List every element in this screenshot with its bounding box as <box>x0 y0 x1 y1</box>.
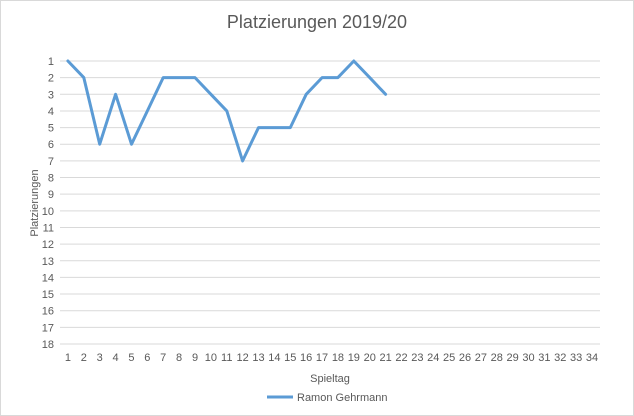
y-tick-label: 16 <box>42 306 54 318</box>
x-tick-label: 3 <box>97 352 103 364</box>
y-tick-label: 3 <box>48 89 54 101</box>
y-tick-label: 4 <box>48 106 54 118</box>
legend-label-ramon-gehrmann: Ramon Gehrmann <box>297 392 388 404</box>
chart-title: Platzierungen 2019/20 <box>227 12 407 32</box>
x-tick-label: 20 <box>364 352 376 364</box>
x-tick-label: 9 <box>192 352 198 364</box>
x-tick-label: 10 <box>205 352 217 364</box>
y-tick-label: 11 <box>43 222 54 234</box>
x-tick-label: 24 <box>427 352 439 364</box>
x-tick-label: 15 <box>284 352 296 364</box>
series-group <box>66 59 388 163</box>
y-tick-label: 10 <box>42 206 54 218</box>
x-tick-label: 16 <box>300 352 312 364</box>
y-tick-label: 14 <box>42 272 54 284</box>
y-tick-label: 1 <box>48 56 54 68</box>
y-tick-label: 8 <box>48 173 54 185</box>
x-tick-label: 21 <box>379 352 391 364</box>
y-tick-label: 17 <box>42 322 54 334</box>
x-tick-label: 4 <box>113 352 119 364</box>
x-axis-label: Spieltag <box>310 373 350 385</box>
x-tick-label: 30 <box>522 352 534 364</box>
y-tick-label: 12 <box>42 239 54 251</box>
x-tick-label: 26 <box>459 352 471 364</box>
x-tick-label: 17 <box>316 352 328 364</box>
x-tick-label: 18 <box>332 352 344 364</box>
x-tick-label: 28 <box>491 352 503 364</box>
y-tick-label: 9 <box>48 189 54 201</box>
x-tick-label: 23 <box>411 352 423 364</box>
x-tick-label: 25 <box>443 352 455 364</box>
y-tick-label: 7 <box>48 156 54 168</box>
x-tick-label: 11 <box>221 352 232 364</box>
y-tick-label: 6 <box>48 139 54 151</box>
y-tick-label: 18 <box>42 339 54 351</box>
x-tick-label: 29 <box>507 352 519 364</box>
series-line-ramon-gehrmann <box>66 59 388 163</box>
x-tick-label: 8 <box>176 352 182 364</box>
x-tick-label: 7 <box>160 352 166 364</box>
x-tick-label: 2 <box>81 352 87 364</box>
x-tick-label: 5 <box>128 352 134 364</box>
y-tick-label: 5 <box>48 123 54 135</box>
gridlines <box>60 60 600 345</box>
x-tick-label: 12 <box>237 352 249 364</box>
x-tick-label: 27 <box>475 352 487 364</box>
x-tick-label: 33 <box>570 352 582 364</box>
x-tick-label: 34 <box>586 352 598 364</box>
x-tick-label: 6 <box>144 352 150 364</box>
y-tick-label: 13 <box>42 256 54 268</box>
y-tick-label: 15 <box>42 289 54 301</box>
x-tick-label: 22 <box>395 352 407 364</box>
x-tick-label: 1 <box>65 352 71 364</box>
x-tick-label: 19 <box>348 352 360 364</box>
x-tick-label: 31 <box>538 352 550 364</box>
x-tick-label: 14 <box>268 352 280 364</box>
y-axis-label: Platzierungen <box>29 169 41 236</box>
legend: Ramon Gehrmann <box>267 392 388 404</box>
x-tick-label: 32 <box>554 352 566 364</box>
x-tick-label: 13 <box>252 352 264 364</box>
y-tick-label: 2 <box>48 73 54 85</box>
x-axis-ticks: 1 2 3 4 5 6 7 8 9 10 11 12 13 14 15 16 17 18 19 20 21 22 23 24 2… <box>65 352 598 364</box>
